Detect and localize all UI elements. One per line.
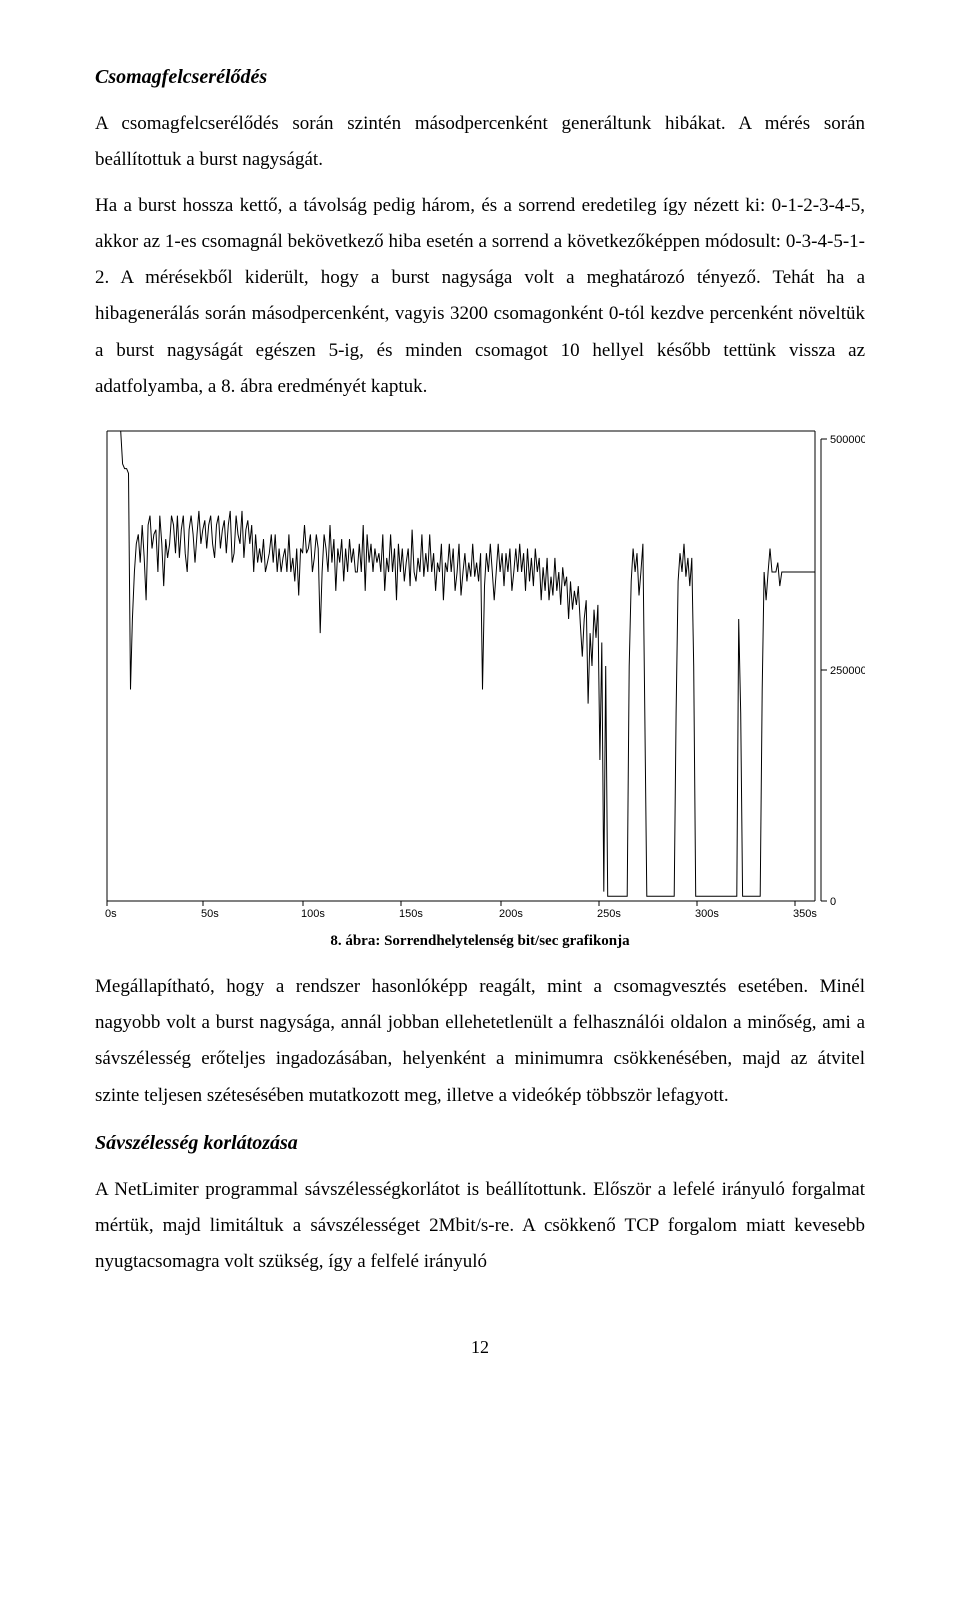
svg-text:250s: 250s: [597, 908, 621, 920]
svg-text:150s: 150s: [399, 908, 423, 920]
svg-text:25000000: 25000000: [830, 665, 865, 677]
svg-text:350s: 350s: [793, 908, 817, 920]
figure-caption: 8. ábra: Sorrendhelytelenség bit/sec gra…: [95, 927, 865, 956]
svg-text:0: 0: [830, 896, 836, 908]
svg-text:50000000: 50000000: [830, 434, 865, 446]
line-chart-svg: 50000000 25000000 0 0s 50s 100s 150s 200s 250s 30…: [95, 423, 865, 923]
figure-8-chart: 50000000 25000000 0 0s 50s 100s 150s 200s 250s 30…: [95, 423, 865, 923]
paragraph: Ha a burst hossza kettő, a távolság pedi…: [95, 188, 865, 405]
svg-text:50s: 50s: [201, 908, 219, 920]
paragraph: A NetLimiter programmal sávszélességkorl…: [95, 1172, 865, 1280]
svg-text:300s: 300s: [695, 908, 719, 920]
section-heading-savszelesseg: Sávszélesség korlátozása: [95, 1124, 865, 1162]
page-number: 12: [95, 1330, 865, 1364]
svg-text:0s: 0s: [105, 908, 117, 920]
svg-text:200s: 200s: [499, 908, 523, 920]
paragraph: Megállapítható, hogy a rendszer hasonlók…: [95, 969, 865, 1113]
svg-text:100s: 100s: [301, 908, 325, 920]
section-heading-csomagfelcserelodes: Csomagfelcserélődés: [95, 58, 865, 96]
paragraph: A csomagfelcserélődés során szintén máso…: [95, 106, 865, 178]
